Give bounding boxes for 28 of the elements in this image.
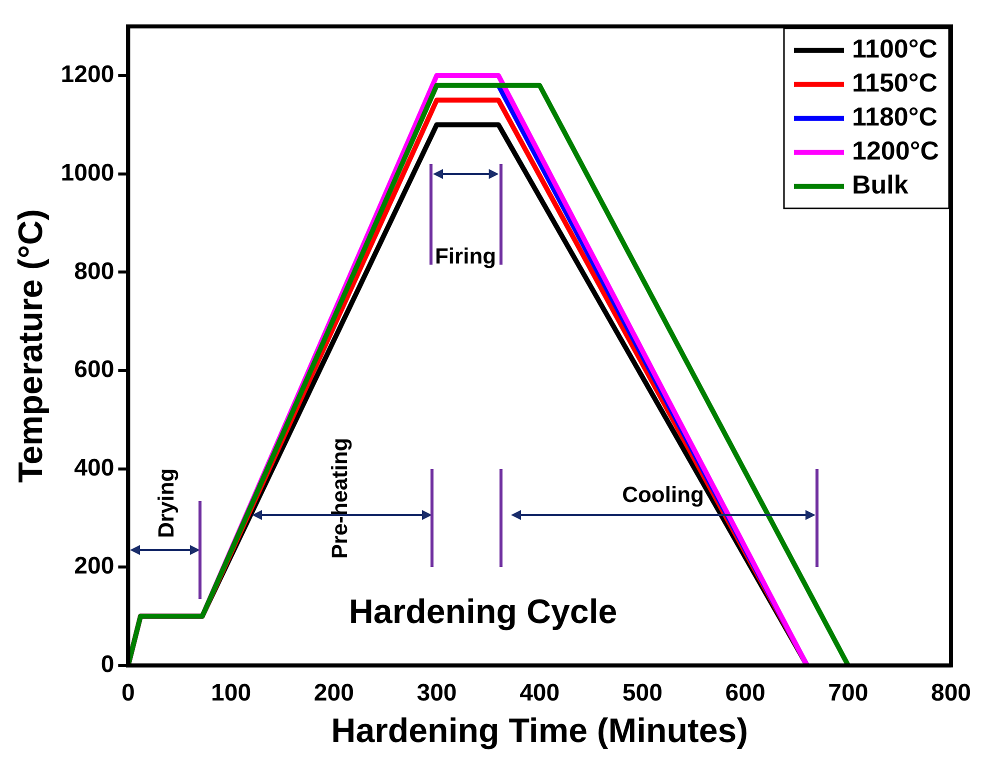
y-tick-label: 600 (74, 356, 114, 384)
y-tick-label: 800 (74, 258, 114, 285)
legend-label: Bulk (852, 170, 909, 200)
x-tick-label: 500 (622, 679, 662, 706)
x-tick-label: 0 (122, 679, 135, 706)
annotation: Pre-heating (327, 438, 352, 559)
x-tick-label: 700 (828, 679, 868, 706)
x-tick-label: 200 (314, 679, 354, 706)
x-tick-label: 400 (520, 679, 560, 706)
y-tick-label: 400 (74, 454, 114, 482)
annotation: Firing (434, 243, 496, 268)
y-tick-label: 0 (100, 651, 114, 678)
x-tick-label: 600 (725, 679, 766, 706)
x-tick-label: 800 (930, 679, 972, 706)
legend-label: 1200°C (852, 136, 940, 166)
y-axis-title: Temperature (°C) (12, 209, 50, 483)
legend-label: 1180°C (852, 102, 938, 132)
annotation: Hardening Cycle (348, 593, 618, 632)
legend-label: 1150°C (852, 68, 938, 98)
x-tick-label: 100 (211, 679, 252, 706)
y-tick-label: 1200 (60, 61, 114, 88)
legend-label: 1100°C (852, 34, 938, 64)
y-tick-label: 1000 (60, 159, 114, 186)
x-axis-title: Hardening Time (Minutes) (331, 712, 748, 750)
annotation: Drying (153, 468, 178, 538)
annotation: Cooling (622, 482, 704, 507)
y-tick-label: 200 (74, 552, 114, 580)
x-tick-label: 300 (416, 679, 457, 706)
